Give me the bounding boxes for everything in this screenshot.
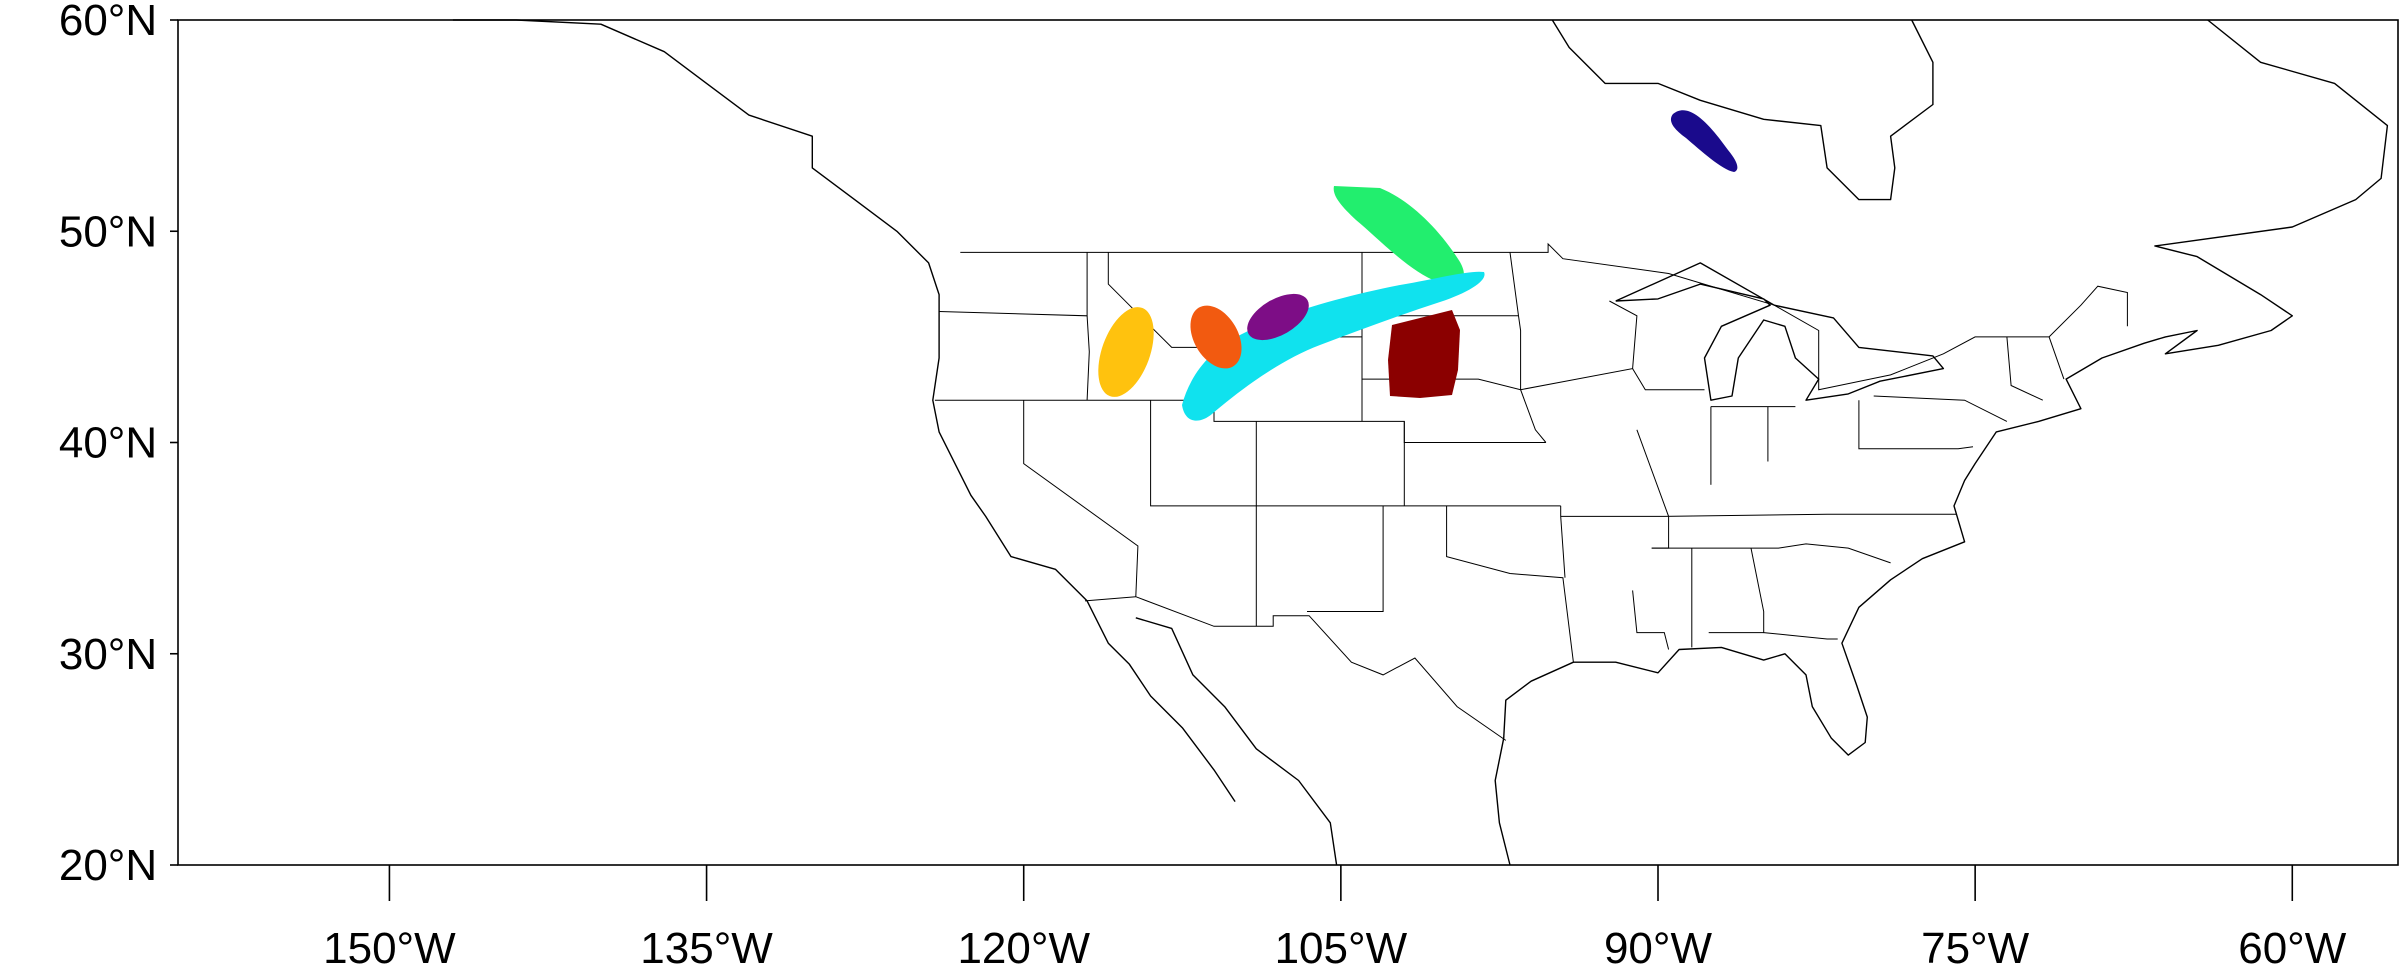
- lon-tick-label: 120°W: [957, 924, 1090, 973]
- coastline: [1135, 617, 1338, 866]
- state-line: [1560, 513, 1957, 517]
- state-line: [1150, 400, 1561, 507]
- regions: [1098, 110, 1738, 421]
- lat-tick-label: 30°N: [59, 630, 157, 679]
- state-line: [1858, 400, 1974, 450]
- state-line: [1651, 543, 1891, 564]
- lon-tick-label: 150°W: [323, 924, 456, 973]
- lat-tick-label: 50°N: [59, 207, 157, 256]
- state-line: [1632, 368, 1705, 391]
- lat-tick-label: 20°N: [59, 841, 157, 890]
- lon-tick-label: 90°W: [1604, 924, 1713, 973]
- state-line: [1362, 252, 1522, 391]
- state-line: [1307, 505, 1384, 612]
- border: [1084, 596, 1507, 741]
- lon-tick-label: 60°W: [2238, 924, 2347, 973]
- coastline: [1494, 19, 2389, 866]
- state-line: [939, 252, 1088, 317]
- state-line: [934, 399, 1546, 443]
- region-yellow: [1098, 307, 1154, 397]
- basemap: [452, 19, 2389, 866]
- state-line: [1636, 429, 1670, 549]
- state-line: [1873, 395, 2008, 422]
- lat-tick-label: 60°N: [59, 0, 157, 45]
- region-orange: [1190, 305, 1242, 369]
- region-maroon: [1388, 310, 1460, 398]
- lake-shore: [1615, 262, 1945, 401]
- border: [960, 242, 2128, 391]
- state-line: [2048, 336, 2065, 380]
- state-line: [1519, 300, 1638, 443]
- state-line: [1086, 315, 1090, 401]
- region-purple: [1247, 293, 1309, 341]
- lat-tick-label: 40°N: [59, 419, 157, 468]
- state-line: [2006, 336, 2044, 401]
- map-frame: [177, 19, 2399, 866]
- state-line: [1632, 590, 1670, 650]
- axes: 60°N 50°N 40°N 30°N 20°N 150°W 135°W 120°W 105°W…: [59, 0, 2347, 973]
- coastline: [1551, 19, 1934, 201]
- state-line: [1763, 632, 1838, 640]
- state-line: [1023, 400, 1139, 597]
- coastline: [452, 19, 1236, 802]
- state-line: [1708, 548, 1765, 634]
- region-green: [1333, 186, 1464, 284]
- region-cyan: [1182, 271, 1485, 421]
- lon-tick-label: 135°W: [640, 924, 773, 973]
- state-line: [1446, 505, 1574, 663]
- lon-tick-label: 75°W: [1921, 924, 2030, 973]
- region-navy: [1670, 110, 1738, 172]
- lon-tick-label: 105°W: [1275, 924, 1408, 973]
